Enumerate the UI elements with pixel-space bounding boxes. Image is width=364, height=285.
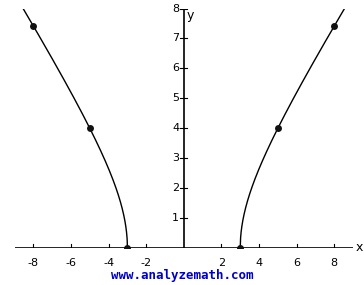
Text: 2: 2 xyxy=(218,258,225,268)
Text: -6: -6 xyxy=(66,258,76,268)
Text: 8: 8 xyxy=(172,3,179,14)
Text: y: y xyxy=(187,9,194,22)
Text: 8: 8 xyxy=(331,258,338,268)
Text: 2: 2 xyxy=(172,183,179,193)
Text: 3: 3 xyxy=(172,153,179,163)
Text: 5: 5 xyxy=(172,93,179,103)
Text: 7: 7 xyxy=(172,33,179,44)
Text: -4: -4 xyxy=(103,258,114,268)
Text: 4: 4 xyxy=(172,123,179,133)
Text: www.analyzemath.com: www.analyzemath.com xyxy=(111,269,253,282)
Text: 6: 6 xyxy=(172,63,179,74)
Text: -2: -2 xyxy=(141,258,152,268)
Text: 1: 1 xyxy=(172,213,179,223)
Text: 6: 6 xyxy=(293,258,300,268)
Text: -8: -8 xyxy=(28,258,39,268)
Text: 4: 4 xyxy=(256,258,262,268)
Text: x: x xyxy=(356,241,363,255)
